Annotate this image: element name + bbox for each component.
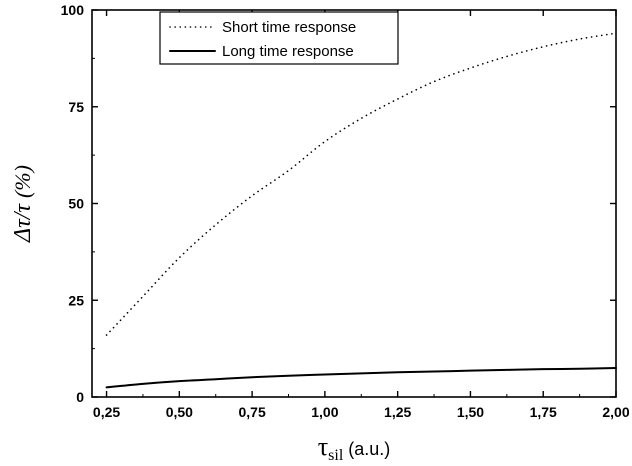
x-axis-title: τsil (a.u.) xyxy=(318,432,391,464)
series-layer xyxy=(105,32,617,389)
plot-frame xyxy=(91,9,617,398)
x-tick-label: 1,75 xyxy=(530,404,557,420)
axis-titles: τsil (a.u.) Δτ/τ (%) xyxy=(10,165,390,464)
y-axis-title: Δτ/τ (%) xyxy=(10,165,36,243)
y-tick-label: 75 xyxy=(68,99,84,115)
x-tick-label: 1,00 xyxy=(311,404,338,420)
x-tick-label: 0,75 xyxy=(238,404,265,420)
legend-box xyxy=(159,11,399,65)
y-tick-label: 25 xyxy=(68,292,84,308)
axes: 0,25 0,50 0,75 1,00 1,25 1,50 1,75 2,00 0 25 50 75 1… xyxy=(61,2,630,420)
y-tick-label: 0 xyxy=(76,389,84,405)
x-tick-label: 2,00 xyxy=(602,404,629,420)
legend-label: Short time response xyxy=(222,19,356,36)
y-tick-label: 50 xyxy=(68,196,84,212)
series-short-time-response xyxy=(105,32,617,336)
legend: Short time response Long time response xyxy=(159,11,399,65)
y-tick-label: 100 xyxy=(61,2,85,18)
x-tick-label: 1,50 xyxy=(457,404,484,420)
x-tick-label: 0,50 xyxy=(166,404,193,420)
series-long-time-response xyxy=(105,366,617,389)
legend-label: Long time response xyxy=(222,43,354,60)
x-tick-label: 1,25 xyxy=(384,404,411,420)
x-tick-label: 0,25 xyxy=(93,404,120,420)
